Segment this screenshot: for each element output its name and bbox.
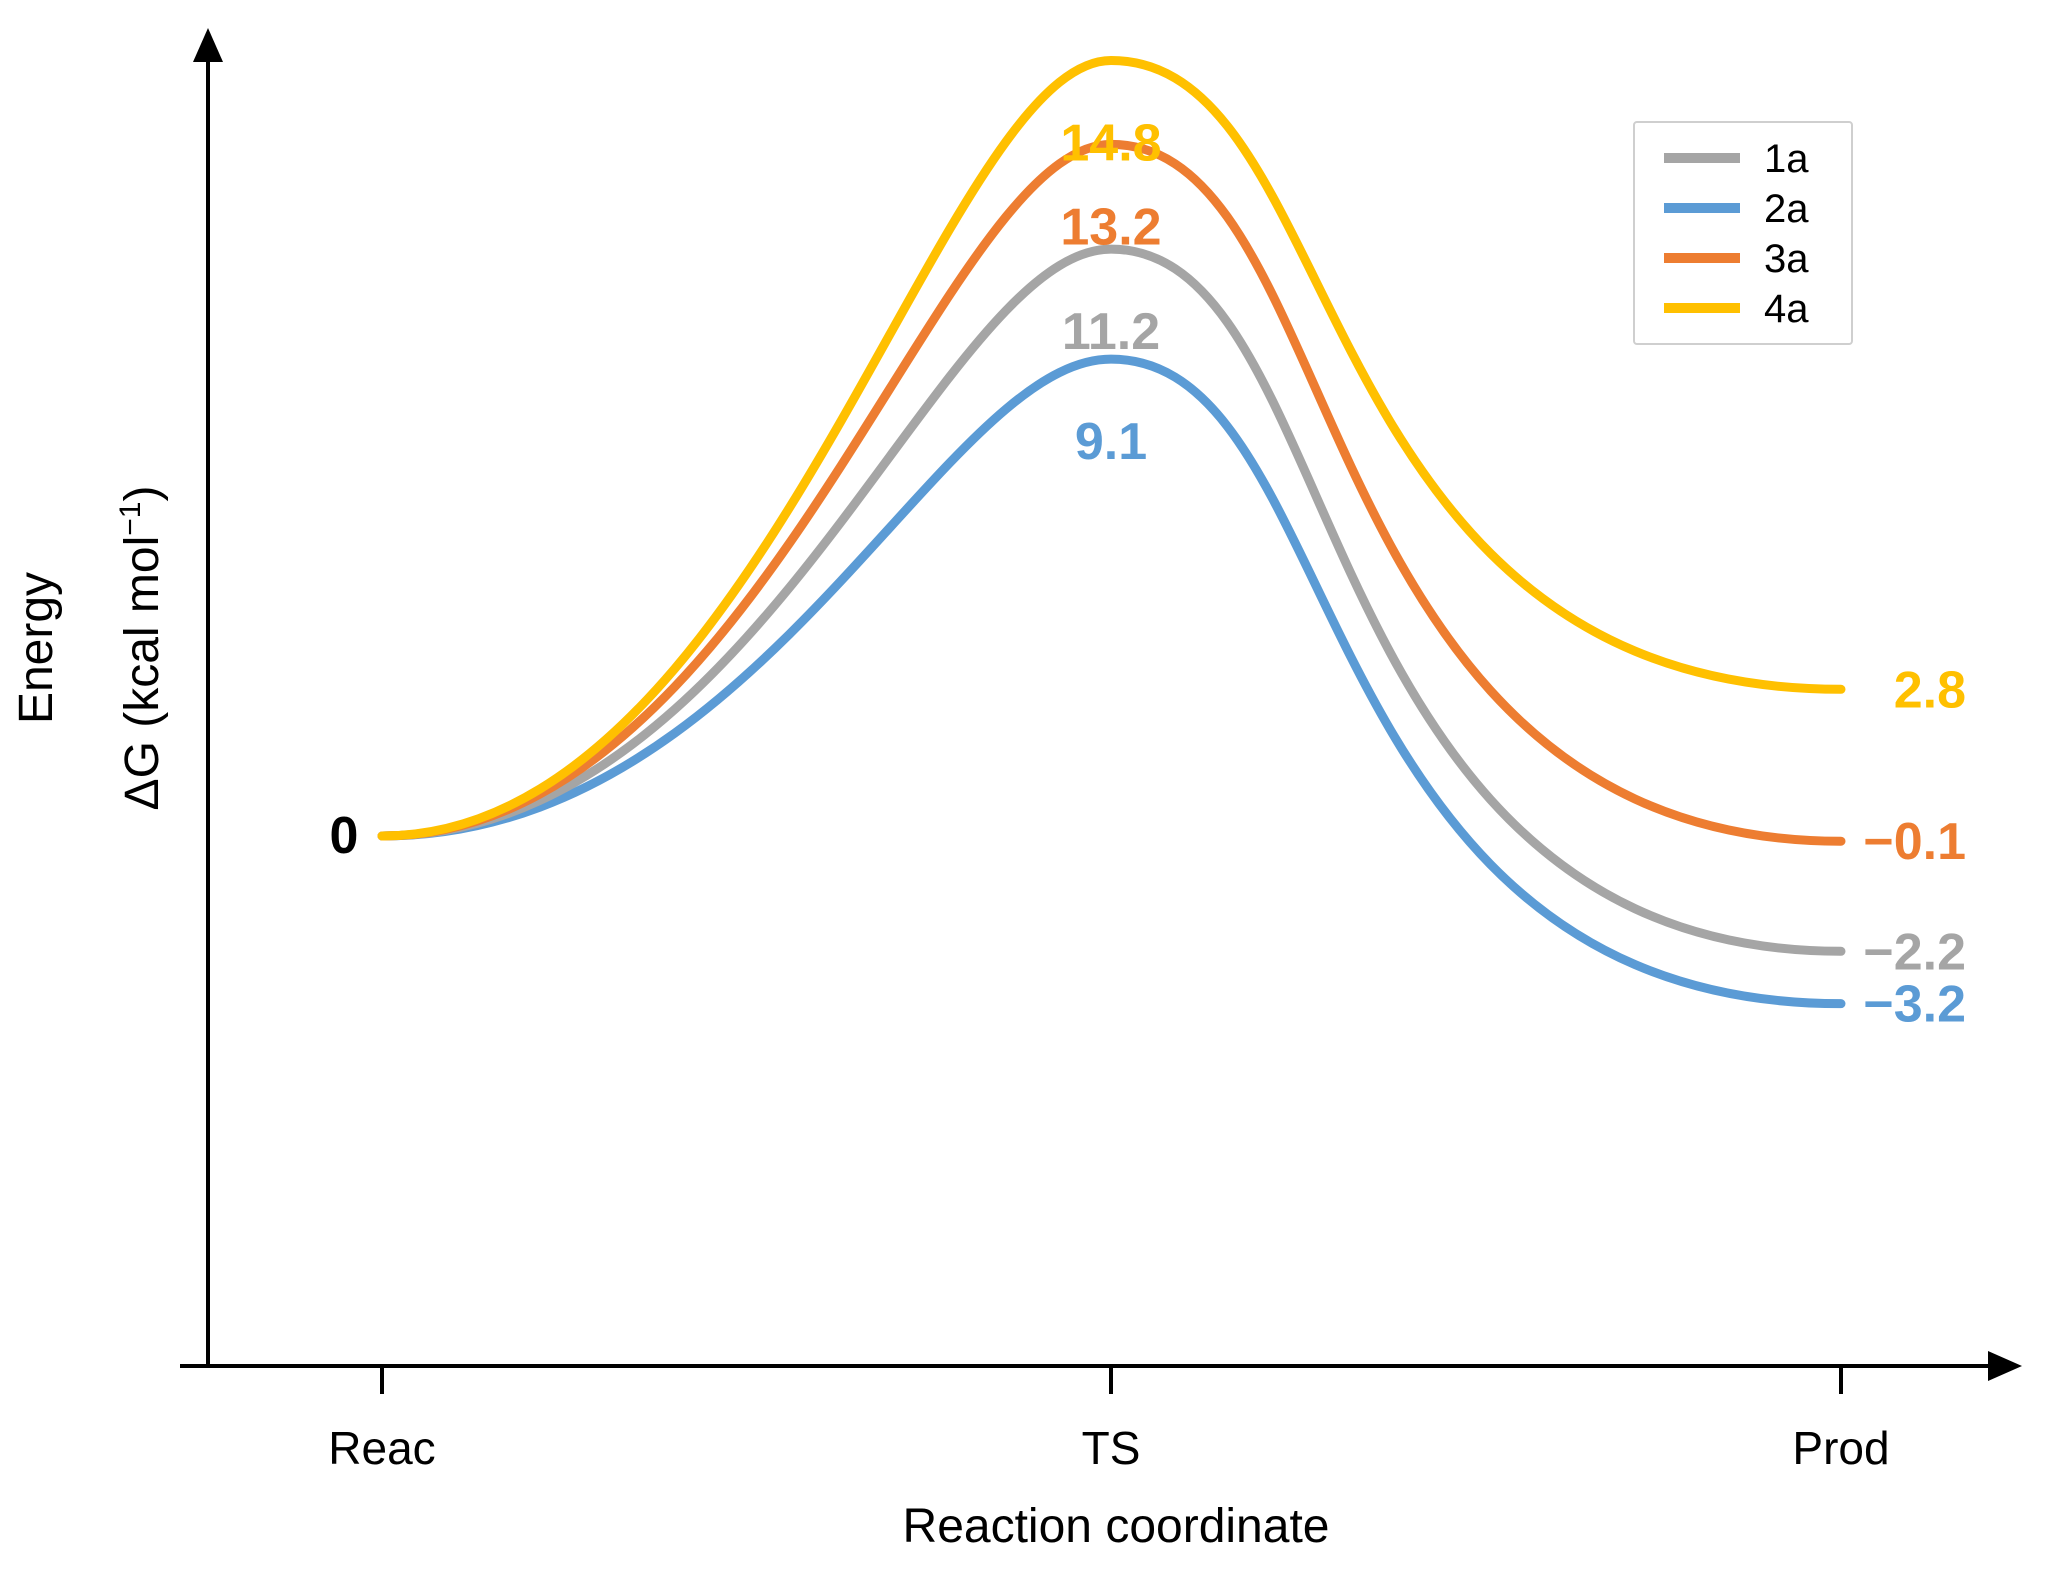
- series-line-1a: [377, 244, 1846, 956]
- x-tick-label-prod: Prod: [1792, 1422, 1889, 1474]
- ts-label-3a: 13.2: [1060, 198, 1161, 256]
- legend-label-4a: 4a: [1764, 287, 1809, 331]
- y-axis-unit-close: ): [116, 486, 169, 502]
- legend: 1a 2a 3a 4a: [1664, 137, 1809, 331]
- prod-label-2a: −3.2: [1863, 976, 1966, 1034]
- x-axis-title: Reaction coordinate: [903, 1500, 1330, 1553]
- y-axis-unit-main: ΔG (kcal mol: [116, 536, 169, 811]
- series-line-3a: [377, 139, 1846, 846]
- legend-label-1a: 1a: [1764, 137, 1809, 181]
- y-axis-unit: ΔG (kcal mol−1): [114, 486, 169, 811]
- series-line-4a: [377, 55, 1846, 841]
- data-labels-layer: 9.1 −3.2 11.2 −2.2 13.2 −0.1 14.8 2.8: [1060, 114, 1966, 1033]
- prod-label-4a: 2.8: [1894, 661, 1966, 719]
- ts-label-1a: 11.2: [1062, 303, 1160, 361]
- y-axis-title: Energy: [10, 572, 63, 724]
- curves-layer: [377, 55, 1846, 1009]
- legend-label-3a: 3a: [1764, 237, 1809, 281]
- x-axis-arrow: [1988, 1351, 2022, 1381]
- legend-box: [1633, 121, 1853, 345]
- prod-label-1a: −2.2: [1863, 923, 1966, 981]
- legend-label-2a: 2a: [1764, 187, 1809, 231]
- y-axis-unit-superscript: −1: [114, 502, 147, 536]
- x-tick-label-ts: TS: [1082, 1422, 1141, 1474]
- prod-label-3a: −0.1: [1863, 813, 1966, 871]
- ts-label-4a: 14.8: [1060, 114, 1161, 172]
- ts-label-2a: 9.1: [1075, 413, 1147, 471]
- x-tick-label-reac: Reac: [328, 1422, 435, 1474]
- y-axis-arrow: [193, 28, 223, 62]
- series-line-2a: [377, 354, 1846, 1009]
- reactant-zero-label: 0: [330, 807, 359, 865]
